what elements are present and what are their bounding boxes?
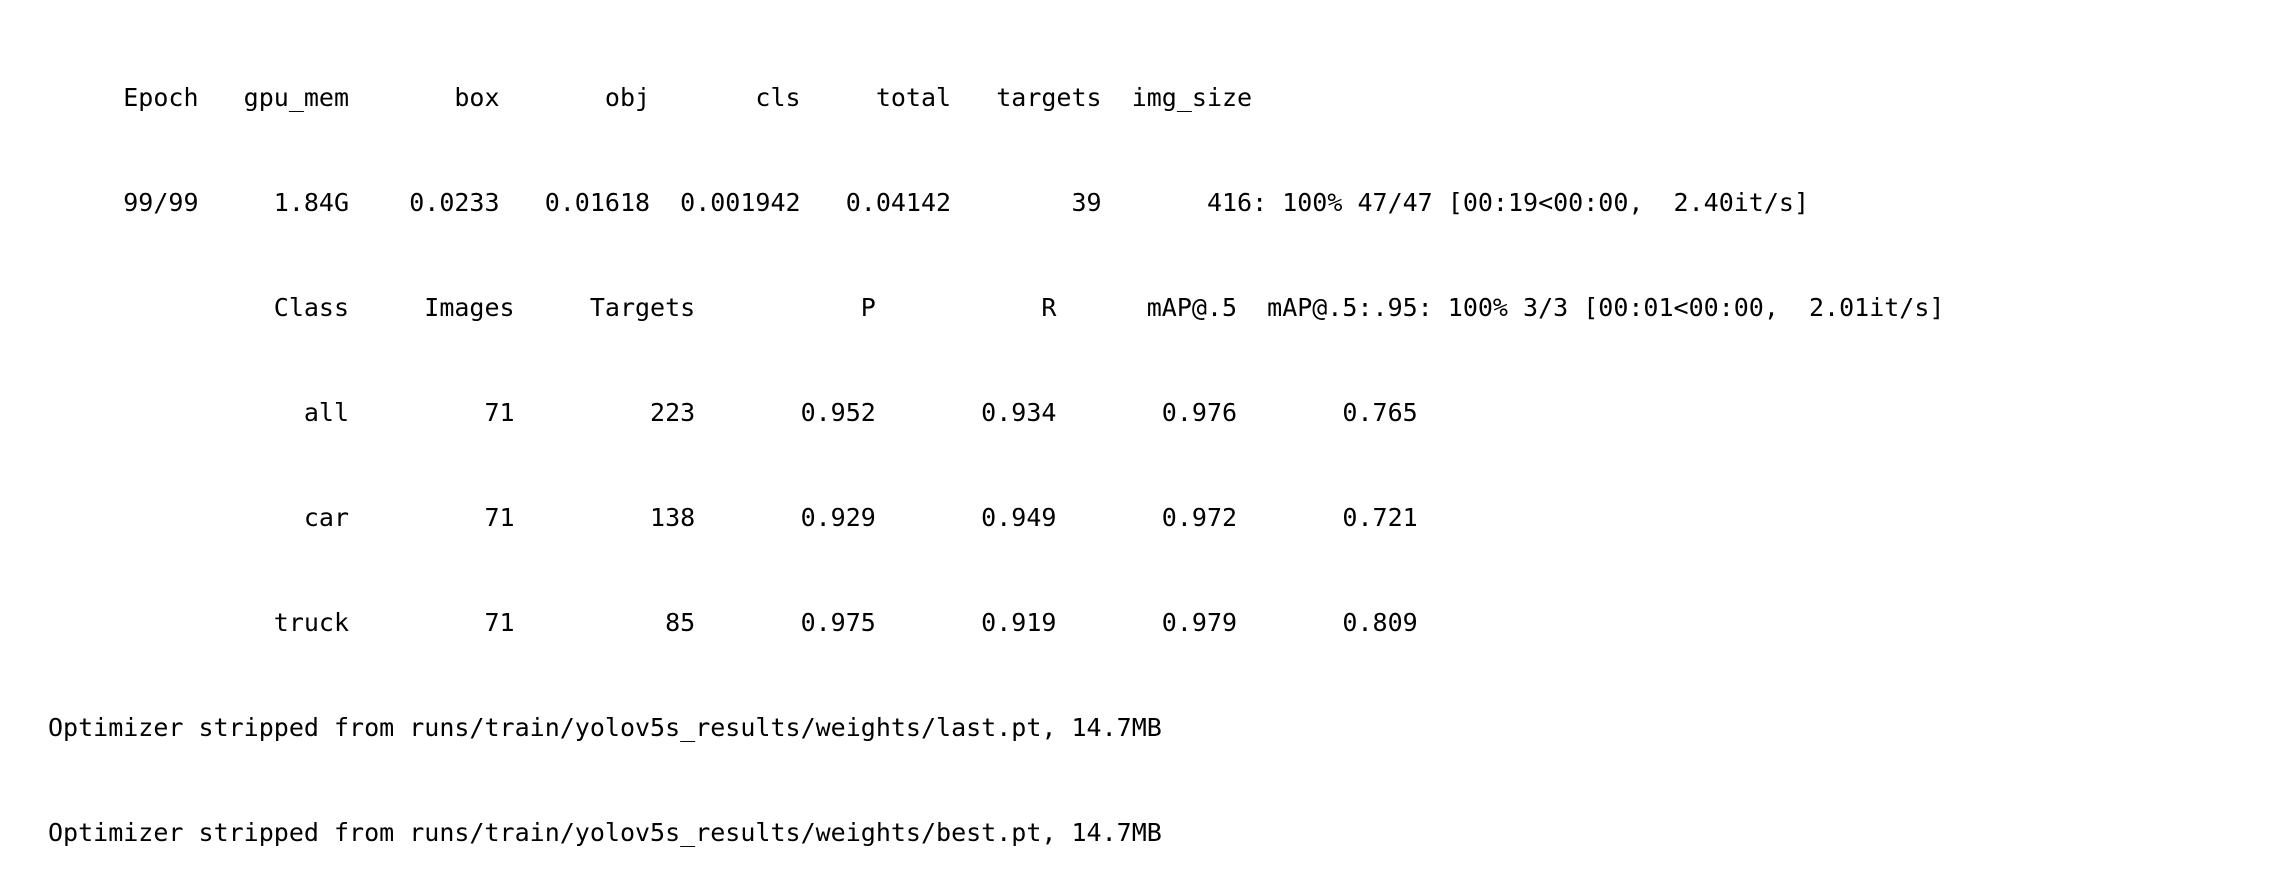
optimizer-stripped-last-line: Optimizer stripped from runs/train/yolov…	[48, 713, 1162, 742]
metrics-row-truck: truck 71 85 0.975 0.919 0.979 0.809	[48, 608, 1418, 637]
optimizer-stripped-best-line: Optimizer stripped from runs/train/yolov…	[48, 818, 1162, 847]
validation-header-line: Class Images Targets P R mAP@.5 mAP@.5:.…	[48, 293, 1945, 322]
metrics-row-all: all 71 223 0.952 0.934 0.976 0.765	[48, 398, 1418, 427]
epoch-header-line: Epoch gpu_mem box obj cls total targets …	[48, 83, 1253, 112]
epoch-progress-line: 99/99 1.84G 0.0233 0.01618 0.001942 0.04…	[48, 188, 1809, 217]
metrics-row-car: car 71 138 0.929 0.949 0.972 0.721	[48, 503, 1418, 532]
